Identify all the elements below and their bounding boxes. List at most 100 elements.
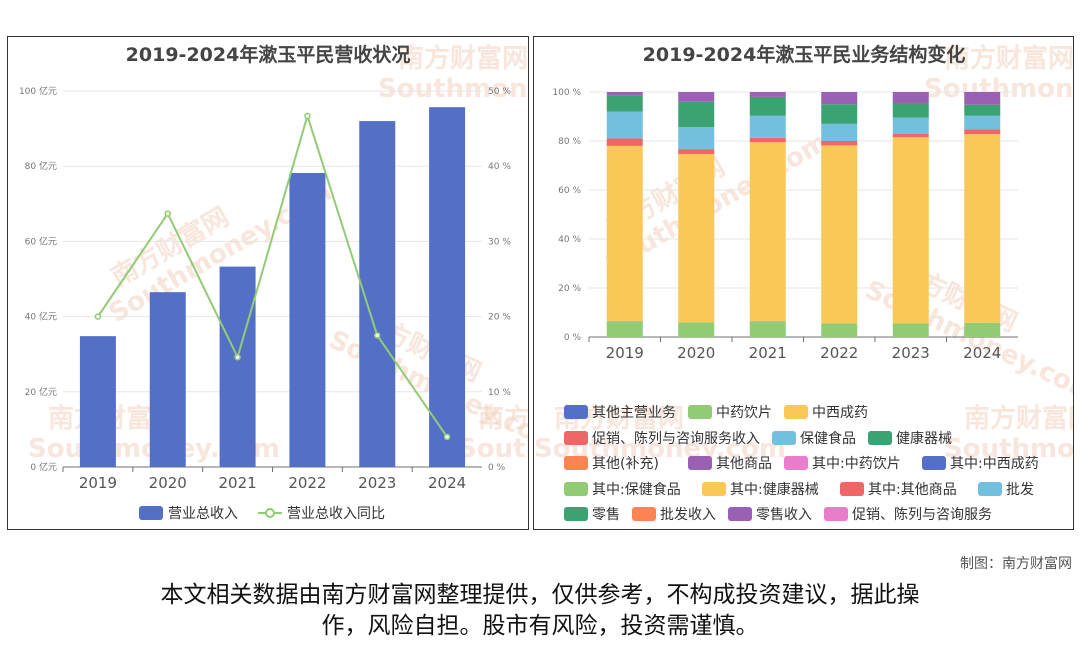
stacked-segment: [964, 104, 1001, 116]
stacked-segment: [606, 321, 643, 337]
revenue-bar: [149, 292, 186, 467]
legend-swatch: [728, 507, 752, 521]
x-tick-label: 2021: [218, 474, 256, 492]
y-tick-left: 40 亿元: [25, 311, 57, 323]
legend-swatch: [772, 431, 796, 445]
stacked-segment: [964, 322, 1001, 337]
y-tick-right: 40 %: [488, 162, 511, 172]
growth-point: [94, 313, 102, 320]
revenue-bar: [219, 266, 256, 467]
stacked-segment: [749, 137, 786, 143]
legend-label: 中西成药: [812, 405, 868, 421]
watermark-en: Southmoney.com: [378, 74, 528, 104]
growth-point: [374, 332, 381, 339]
legend-swatch: [632, 507, 656, 521]
y-tick-left: 0 亿元: [30, 461, 57, 473]
legend-label: 其他主营业务: [592, 405, 676, 421]
stacked-segment: [606, 138, 643, 146]
legend-label: 营业总收入: [168, 506, 238, 522]
y-tick-left: 20 亿元: [25, 386, 57, 398]
legend-label: 批发收入: [660, 507, 716, 523]
y-tick: 100 %: [552, 88, 581, 98]
legend-swatch: [840, 482, 864, 496]
growth-point: [164, 210, 171, 217]
x-tick-label: 2020: [149, 474, 187, 492]
legend-label: 营业总收入同比: [287, 506, 385, 522]
stacked-segment: [892, 133, 929, 138]
legend-label: 促销、陈列与咨询服务收入: [592, 430, 760, 447]
structure-chart-panel: 南方财富网Southmoney.com南方财富网Southmoney.com南方…: [533, 36, 1074, 530]
y-tick-right: 30 %: [488, 237, 511, 247]
y-tick-right: 50 %: [488, 87, 511, 97]
stacked-segment: [821, 323, 858, 337]
x-tick-label: 2023: [892, 344, 930, 362]
revenue-bar: [79, 336, 116, 467]
revenue-bar: [289, 172, 326, 467]
x-tick-label: 2020: [677, 344, 715, 362]
x-tick-label: 2024: [428, 474, 466, 492]
stacked-segment: [678, 149, 715, 154]
stacked-segment: [821, 92, 858, 105]
stacked-segment: [678, 127, 715, 150]
legend-swatch: [564, 482, 588, 496]
stacked-segment: [678, 101, 715, 128]
y-tick: 20 %: [558, 284, 581, 294]
watermark-en: Southmoney.com: [944, 434, 1073, 464]
revenue-chart: 南方财富网Southmoney.com南方财富网Southmoney.com南方…: [19, 43, 528, 522]
revenue-bar: [359, 121, 396, 467]
x-tick-label: 2021: [749, 344, 787, 362]
stacked-segment: [678, 322, 715, 337]
watermark-cn: 南方财富网: [964, 403, 1073, 434]
stacked-segment: [892, 103, 929, 118]
stacked-segment: [749, 321, 786, 337]
legend-swatch: [868, 431, 892, 445]
y-tick: 0 %: [564, 333, 582, 343]
chart-credit: 制图：南方财富网: [960, 556, 1072, 572]
legend-label: 其中:健康器械: [730, 481, 819, 498]
legend-swatch: [564, 507, 588, 521]
stacked-segment: [678, 153, 715, 323]
y-tick-left: 80 亿元: [25, 160, 57, 172]
y-tick-right: 20 %: [488, 313, 511, 323]
legend-label: 批发: [1006, 482, 1034, 498]
disclaimer: 本文相关数据由南方财富网整理提供，仅供参考，不构成投资建议，据此操 作，风险自担…: [0, 580, 1080, 642]
stacked-segment: [749, 96, 786, 116]
legend-swatch: [564, 405, 588, 419]
disclaimer-line-2: 作，风险自担。股市有风险，投资需谨慎。: [321, 613, 759, 639]
watermark-cn: 南方财富网: [398, 43, 528, 74]
revenue-bar: [429, 107, 466, 467]
stacked-segment: [821, 145, 858, 324]
disclaimer-line-1: 本文相关数据由南方财富网整理提供，仅供参考，不构成投资建议，据此操: [160, 582, 920, 608]
stacked-segment: [964, 115, 1001, 130]
legend-swatch: [922, 456, 946, 470]
legend-label: 零售收入: [756, 507, 812, 523]
y-tick-left: 60 亿元: [25, 235, 57, 247]
growth-point: [234, 353, 241, 361]
stacked-segment: [821, 123, 858, 141]
stacked-segment: [964, 134, 1001, 323]
watermark-cn: 南方财富网: [944, 43, 1073, 74]
legend-label: 其他(补充): [592, 456, 659, 472]
y-tick: 40 %: [558, 235, 581, 245]
x-tick-label: 2019: [79, 474, 117, 492]
legend-label: 健康器械: [896, 430, 952, 447]
legend-label: 其中:其他商品: [868, 482, 957, 498]
legend-label: 促销、陈列与咨询服务: [852, 506, 992, 523]
stacked-segment: [821, 141, 858, 146]
stacked-segment: [749, 92, 786, 97]
stacked-segment: [678, 92, 715, 102]
stacked-segment: [606, 111, 643, 139]
stacked-segment: [749, 115, 786, 138]
x-tick-label: 2024: [963, 344, 1001, 362]
stacked-segment: [964, 92, 1001, 105]
legend-swatch: [688, 405, 712, 419]
stacked-segment: [606, 145, 643, 322]
chart-title: 2019-2024年漱玉平民营收状况: [126, 43, 411, 66]
stacked-segment: [606, 92, 643, 96]
legend-swatch: [784, 405, 808, 419]
stacked-segment: [892, 117, 929, 134]
revenue-chart-panel: 南方财富网Southmoney.com南方财富网Southmoney.com南方…: [7, 36, 529, 530]
y-tick-left: 100 亿元: [19, 85, 57, 97]
y-tick: 80 %: [558, 137, 581, 147]
legend-label: 其中:保健食品: [592, 481, 681, 498]
